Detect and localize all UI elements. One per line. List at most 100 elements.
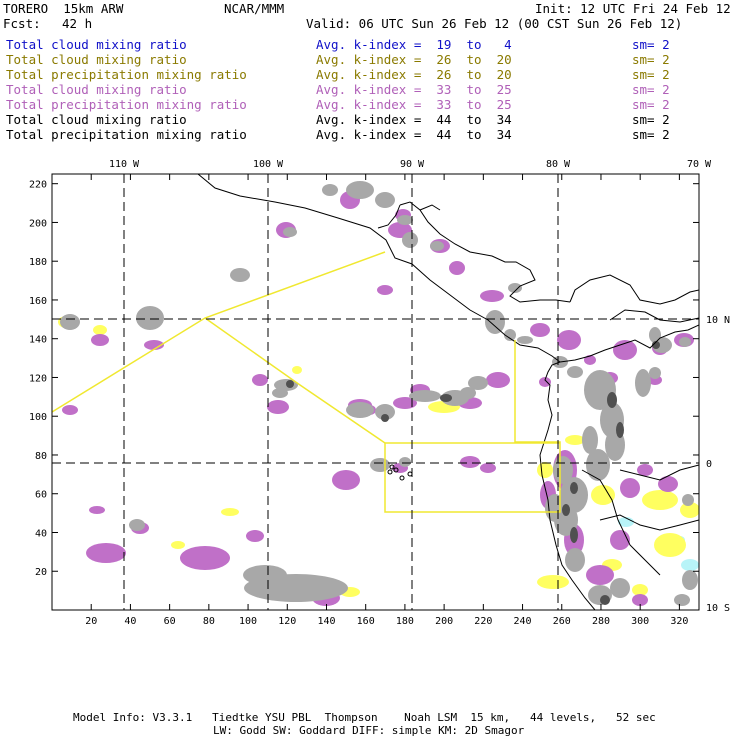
x-tick-label: 220 (474, 616, 492, 627)
field-blob (658, 476, 678, 492)
legend-sm: sm= 2 (632, 52, 670, 67)
field-blob (649, 327, 661, 343)
legend-sm: sm= 2 (632, 97, 670, 112)
cloud-fields (58, 181, 699, 606)
field-blob (399, 457, 411, 467)
field-blob (508, 283, 522, 293)
legend-field: Total precipitation mixing ratio (6, 127, 247, 142)
legend-field: Total cloud mixing ratio (6, 37, 187, 52)
field-blob (332, 470, 360, 490)
field-blob (402, 232, 418, 248)
x-tick-label: 280 (592, 616, 610, 627)
legend-field: Total precipitation mixing ratio (6, 67, 247, 82)
model-name: TORERO 15km ARW (3, 1, 124, 16)
y-tick-label: 160 (29, 296, 47, 307)
field-blob (649, 367, 661, 379)
y-tick-label: 40 (35, 528, 47, 539)
field-blob (682, 494, 694, 506)
x-tick-label: 260 (553, 616, 571, 627)
y-tick-label: 120 (29, 373, 47, 384)
init-time: Init: 12 UTC Fri 24 Feb 12 (535, 1, 731, 16)
field-blob (292, 366, 302, 374)
lon-label: 80 W (546, 159, 571, 170)
legend-sm: sm= 2 (632, 67, 670, 82)
field-blob (586, 565, 614, 585)
field-blob (632, 594, 648, 606)
field-blob (370, 458, 390, 472)
legend-sm: sm= 2 (632, 37, 670, 52)
field-blob (616, 422, 624, 438)
field-blob (91, 334, 109, 346)
fcst-label: Fcst: (3, 16, 41, 31)
legend-index: Avg. k-index = 33 to 25 (316, 82, 512, 97)
legend-row: Total cloud mixing ratio Avg. k-index = 3… (0, 82, 740, 97)
coastline (399, 201, 571, 303)
y-tick-label: 180 (29, 257, 47, 268)
field-blob (620, 478, 640, 498)
field-blob (680, 502, 699, 518)
field-blob (381, 414, 389, 422)
field-blob (89, 506, 105, 514)
galapagos-island (399, 475, 405, 481)
valid-time: Valid: 06 UTC Sun 26 Feb 12 (00 CST Sun … (306, 16, 683, 31)
field-blob (393, 397, 417, 409)
field-blob (246, 530, 264, 542)
lat-label: 0 (706, 459, 712, 470)
field-blob (565, 435, 585, 445)
field-blob (460, 456, 480, 468)
coastline (581, 469, 661, 576)
x-tick-label: 240 (514, 616, 532, 627)
lat-lon-grid (52, 174, 699, 610)
lon-label: 110 W (109, 159, 140, 170)
y-tick-label: 200 (29, 218, 47, 229)
field-blob (560, 477, 588, 513)
x-tick-label: 140 (317, 616, 335, 627)
lat-label: 10 N (706, 315, 730, 326)
x-tick-label: 80 (203, 616, 215, 627)
y-tick-label: 20 (35, 567, 47, 578)
field-blob (286, 380, 294, 388)
legend-sm: sm= 2 (632, 112, 670, 127)
field-blob (486, 372, 510, 388)
coastline (539, 361, 596, 610)
x-tick-label: 20 (85, 616, 97, 627)
field-blob (283, 227, 297, 237)
field-blob (397, 215, 413, 225)
field-blob (537, 462, 553, 478)
field-blob (129, 519, 145, 531)
field-blob (346, 402, 374, 418)
field-blob (144, 340, 164, 350)
field-blob (485, 310, 505, 334)
footer-physics: LW: Godd SW: Goddard DIFF: simple KM: 2D… (213, 724, 525, 737)
y-tick-label: 100 (29, 412, 47, 423)
legend-row: Total precipitation mixing ratio Avg. k-i… (0, 127, 740, 142)
org-label: NCAR/MMM (224, 1, 285, 16)
galapagos-island (407, 471, 413, 477)
field-blob (322, 184, 338, 196)
field-blob (584, 355, 596, 365)
field-blob (537, 575, 569, 589)
lon-label: 90 W (400, 159, 425, 170)
field-blob (600, 595, 610, 605)
fcst-value: 42 h (62, 16, 93, 31)
field-blob (221, 508, 239, 516)
coastline (569, 274, 699, 305)
field-blob (468, 376, 488, 390)
field-blob (679, 337, 691, 347)
field-blob (480, 463, 496, 473)
y-tick-label: 60 (35, 490, 47, 501)
legend-index: Avg. k-index = 26 to 20 (316, 52, 512, 67)
field-blob (567, 366, 583, 378)
field-blob (682, 570, 698, 590)
legend-field: Total cloud mixing ratio (6, 82, 187, 97)
lon-label: 70 W (687, 159, 712, 170)
field-blob (652, 341, 660, 349)
field-blob (565, 548, 585, 572)
field-blob (86, 543, 126, 563)
footer-model-info: Model Info: V3.3.1 Tiedtke YSU PBL Thomp… (73, 711, 656, 724)
field-blob (681, 559, 699, 571)
galapagos-island (389, 464, 395, 470)
legend-row: Total precipitation mixing ratio Avg. k-i… (0, 67, 740, 82)
legend-index: Avg. k-index = 44 to 34 (316, 112, 512, 127)
